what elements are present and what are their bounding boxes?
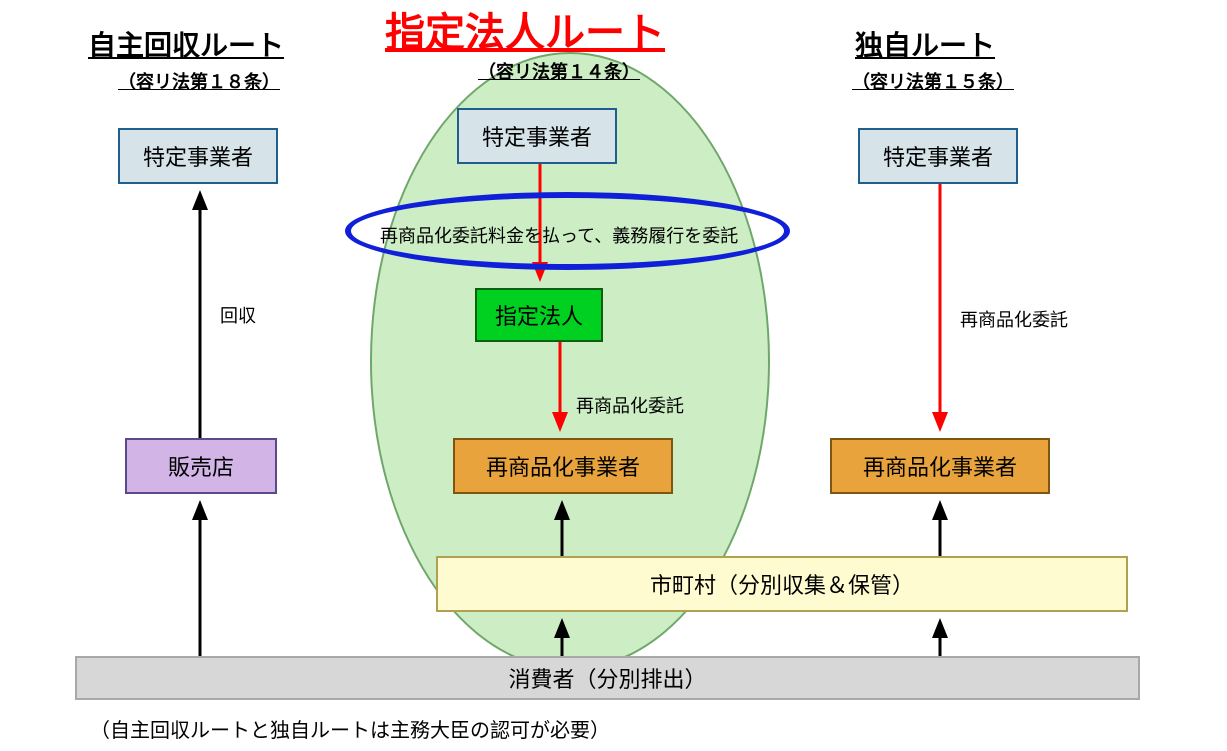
center-entrust-label: 再商品化委託: [576, 392, 684, 418]
center-recommoditize-label: 再商品化事業者: [486, 450, 640, 482]
municipal-box: 市町村（分別収集＆保管）: [436, 556, 1128, 612]
right-entrust-label: 再商品化委託: [960, 306, 1068, 332]
left-hanbai-to-tokutei: [192, 190, 208, 438]
right-recommoditize-label: 再商品化事業者: [863, 450, 1017, 482]
designated-org-label: 指定法人: [495, 299, 583, 331]
route-sub-center: （容リ法第１４条）: [478, 58, 640, 84]
center-tokutei-box: 特定事業者: [457, 108, 617, 164]
right-consumer-to-muni: [932, 618, 948, 656]
center-tokutei-label: 特定事業者: [482, 120, 592, 152]
sales-store-label: 販売店: [168, 450, 234, 482]
consumers-label: 消費者（分別排出）: [508, 662, 706, 694]
consumers-box: 消費者（分別排出）: [75, 656, 1140, 700]
collection-label: 回収: [220, 302, 256, 328]
route-sub-right: （容リ法第１５条）: [852, 68, 1014, 94]
left-tokutei-label: 特定事業者: [143, 140, 253, 172]
sales-store-box: 販売店: [125, 438, 277, 494]
right-tokutei-box: 特定事業者: [858, 128, 1018, 184]
route-title-center: 指定法人ルート: [385, 0, 665, 58]
footnote-text: （自主回収ルートと独自ルートは主務大臣の認可が必要）: [90, 714, 610, 743]
route-sub-left: （容リ法第１８条）: [118, 68, 280, 94]
designated-org-box: 指定法人: [475, 288, 603, 342]
right-tokutei-to-recom: [932, 184, 948, 432]
left-consumer-to-hanbai: [192, 500, 208, 656]
highlight-ring-text: 再商品化委託料金を払って、義務履行を委託: [380, 222, 738, 248]
right-tokutei-label: 特定事業者: [883, 140, 993, 172]
right-muni-to-recom: [932, 500, 948, 556]
center-recommoditize-box: 再商品化事業者: [453, 438, 673, 494]
route-title-left: 自主回収ルート: [88, 24, 284, 64]
route-title-right: 独自ルート: [855, 24, 995, 64]
municipal-label: 市町村（分別収集＆保管）: [650, 568, 914, 600]
left-tokutei-box: 特定事業者: [118, 128, 278, 184]
right-recommoditize-box: 再商品化事業者: [830, 438, 1050, 494]
